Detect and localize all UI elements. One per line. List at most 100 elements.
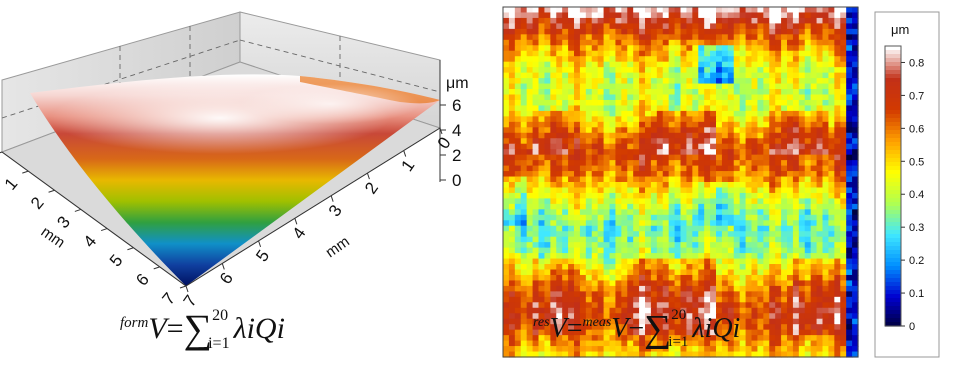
heatmap-cell — [710, 198, 717, 205]
heatmap-cell — [852, 94, 859, 101]
heatmap-cell — [562, 110, 569, 117]
heatmap-cell — [633, 329, 640, 336]
heatmap-cell — [828, 313, 835, 320]
heatmap-cell — [828, 264, 835, 271]
heatmap-cell — [769, 143, 776, 150]
heatmap-cell — [733, 329, 741, 336]
heatmap-cell — [698, 335, 705, 342]
heatmap-cell — [733, 138, 741, 145]
heatmap-cell — [526, 105, 534, 112]
heatmap-cell — [792, 182, 800, 189]
heatmap-cell — [514, 329, 522, 336]
heatmap-cell — [840, 56, 847, 63]
heatmap-cell — [763, 291, 770, 298]
heatmap-cell — [615, 203, 622, 210]
heatmap-cell — [544, 34, 551, 41]
heatmap-cell — [550, 313, 557, 320]
heatmap-cell — [597, 34, 605, 41]
heatmap-cell — [574, 285, 581, 292]
heatmap-cell — [591, 7, 599, 14]
heatmap-cell — [603, 209, 611, 216]
heatmap-cell — [792, 89, 800, 96]
heatmap-cell — [544, 302, 551, 309]
heatmap-cell — [846, 313, 853, 320]
heatmap-cell — [597, 89, 605, 96]
heatmap-cell — [739, 302, 747, 309]
heatmap-cell — [769, 127, 776, 134]
heatmap-cell — [579, 209, 587, 216]
heatmap-cell — [846, 346, 853, 353]
heatmap-cell — [828, 274, 835, 282]
heatmap-cell — [840, 12, 847, 19]
heatmap-cell — [503, 105, 510, 112]
heatmap-cell — [852, 258, 859, 265]
heatmap-cell — [597, 160, 605, 167]
heatmap-cell — [840, 50, 847, 57]
heatmap-cell — [585, 351, 593, 358]
heatmap-cell — [621, 236, 628, 243]
heatmap-cell — [503, 258, 510, 265]
heatmap-cell — [727, 258, 735, 265]
heatmap-cell — [834, 17, 841, 25]
heatmap-cell — [763, 324, 770, 331]
heatmap-cell — [798, 127, 806, 134]
heatmap-cell — [787, 253, 794, 260]
heatmap-cell — [627, 307, 634, 314]
heatmap-cell — [792, 165, 800, 172]
heatmap-cell — [810, 220, 818, 227]
heatmap-cell — [828, 171, 835, 178]
heatmap-cell — [769, 264, 776, 271]
heatmap-cell — [721, 50, 729, 57]
heatmap-cell — [727, 132, 735, 139]
heatmap-cell — [787, 83, 794, 90]
heatmap-cell — [822, 160, 830, 167]
heatmap-cell — [727, 209, 735, 216]
heatmap-cell — [763, 313, 770, 320]
heatmap-cell — [532, 50, 540, 57]
heatmap-cell — [585, 346, 593, 353]
heatmap-cell — [544, 214, 551, 221]
heatmap-cell — [532, 231, 540, 238]
colorbar-step — [885, 254, 901, 259]
heatmap-cell — [716, 324, 723, 331]
heatmap-cell — [787, 182, 794, 189]
heatmap-cell — [769, 83, 776, 90]
heatmap-cell — [603, 280, 611, 287]
heatmap-cell — [508, 307, 516, 314]
heatmap-cell — [798, 17, 806, 25]
heatmap-cell — [727, 231, 735, 238]
heatmap-cell — [852, 110, 859, 117]
heatmap-cell — [662, 274, 670, 282]
heatmap-cell — [556, 105, 563, 112]
heatmap-cell — [745, 324, 753, 331]
heatmap-cell — [556, 50, 563, 57]
heatmap-cell — [579, 154, 587, 161]
heatmap-cell — [526, 203, 534, 210]
heatmap-cell — [739, 231, 747, 238]
heatmap-cell — [550, 160, 557, 167]
heatmap-cell — [520, 220, 528, 227]
heatmap-cell — [503, 171, 510, 178]
heatmap-cell — [550, 45, 557, 52]
heatmap-cell — [633, 242, 640, 249]
heatmap-cell — [704, 17, 711, 25]
heatmap-cell — [520, 143, 528, 150]
colorbar-tick-label: 0 — [909, 321, 915, 333]
heatmap-cell — [503, 149, 510, 156]
heatmap-cell — [621, 72, 628, 79]
heatmap-cell — [668, 313, 676, 320]
heatmap-cell — [710, 225, 717, 232]
heatmap-cell — [769, 138, 776, 145]
heatmap-cell — [556, 291, 563, 298]
heatmap-cell — [627, 116, 634, 123]
heatmap-cell — [633, 110, 640, 117]
heatmap-cell — [757, 220, 764, 227]
heatmap-cell — [550, 78, 557, 85]
heatmap-cell — [639, 291, 646, 298]
heatmap-cell — [621, 220, 628, 227]
heatmap-cell — [514, 176, 522, 183]
heatmap-cell — [704, 302, 711, 309]
heatmap-cell — [591, 253, 599, 260]
heatmap-cell — [503, 198, 510, 205]
heatmap-cell — [526, 72, 534, 79]
